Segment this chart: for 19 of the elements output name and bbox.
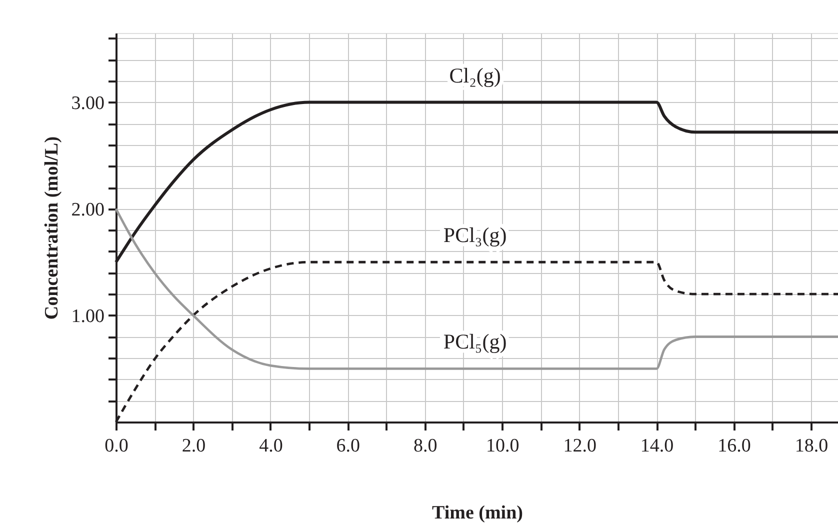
series-label: PCl₅(g) [443, 330, 507, 354]
x-tick-label: 12.0 [563, 436, 596, 456]
series-label: Cl₂(g) [449, 63, 501, 88]
x-tick-label: 8.0 [414, 436, 438, 456]
x-tick-label: 4.0 [259, 436, 283, 456]
x-tick-label: 2.0 [182, 436, 206, 456]
x-tick-label: 14.0 [640, 436, 674, 456]
y-tick-label: 1.00 [71, 306, 104, 327]
x-tick-label: 0.0 [104, 436, 128, 456]
x-tick-label: 16.0 [718, 436, 751, 456]
x-tick-label: 18.0 [794, 436, 828, 456]
x-tick-label: 10.0 [486, 436, 520, 456]
x-tick-label: 6.0 [336, 436, 360, 456]
line-series [114, 208, 838, 370]
y-tick-label: 3.00 [71, 92, 104, 114]
y-tick-label: 2.00 [71, 199, 104, 220]
y-axis-title: Concentration (mol/L) [41, 136, 62, 320]
x-axis-title: Time (min) [432, 502, 523, 524]
series-label: PCl₃(g) [443, 223, 507, 248]
